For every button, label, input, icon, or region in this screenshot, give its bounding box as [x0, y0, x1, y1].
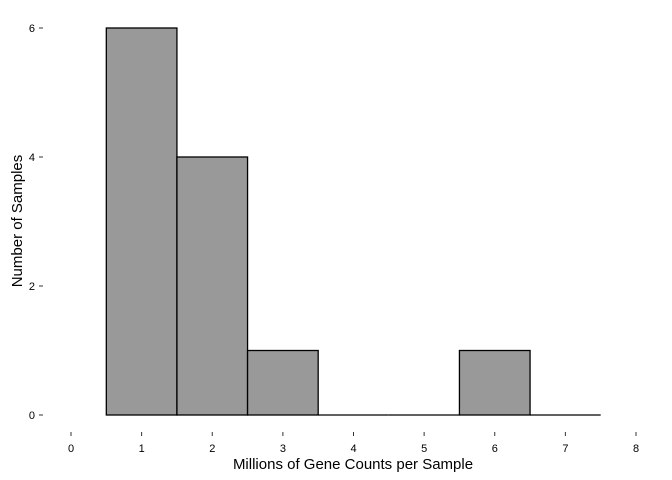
y-tick-label: 2: [29, 281, 35, 293]
y-tick-label: 0: [29, 410, 35, 422]
y-axis: 0 2 4 6: [29, 23, 43, 422]
x-axis: 0 1 2 3 4 5 6 7 8: [68, 432, 639, 455]
x-tick-label: 5: [421, 443, 427, 455]
x-tick-label: 0: [68, 443, 74, 455]
x-tick-label: 8: [633, 443, 639, 455]
bar-bin-1: [105, 27, 178, 416]
x-tick-label: 4: [350, 443, 356, 455]
x-axis-title: Millions of Gene Counts per Sample: [233, 456, 473, 473]
y-tick-label: 6: [29, 23, 35, 35]
x-tick-label: 3: [280, 443, 286, 455]
bars-group: [105, 27, 601, 416]
x-tick-label: 7: [562, 443, 568, 455]
x-tick-label: 2: [209, 443, 215, 455]
x-tick-label: 6: [492, 443, 498, 455]
x-tick-label: 1: [139, 443, 145, 455]
bar-bin-2: [176, 156, 249, 416]
bar-bin-6: [458, 349, 531, 416]
bar-bin-3: [246, 349, 319, 416]
y-axis-title: Number of Samples: [9, 155, 26, 288]
y-tick-label: 4: [29, 152, 35, 164]
